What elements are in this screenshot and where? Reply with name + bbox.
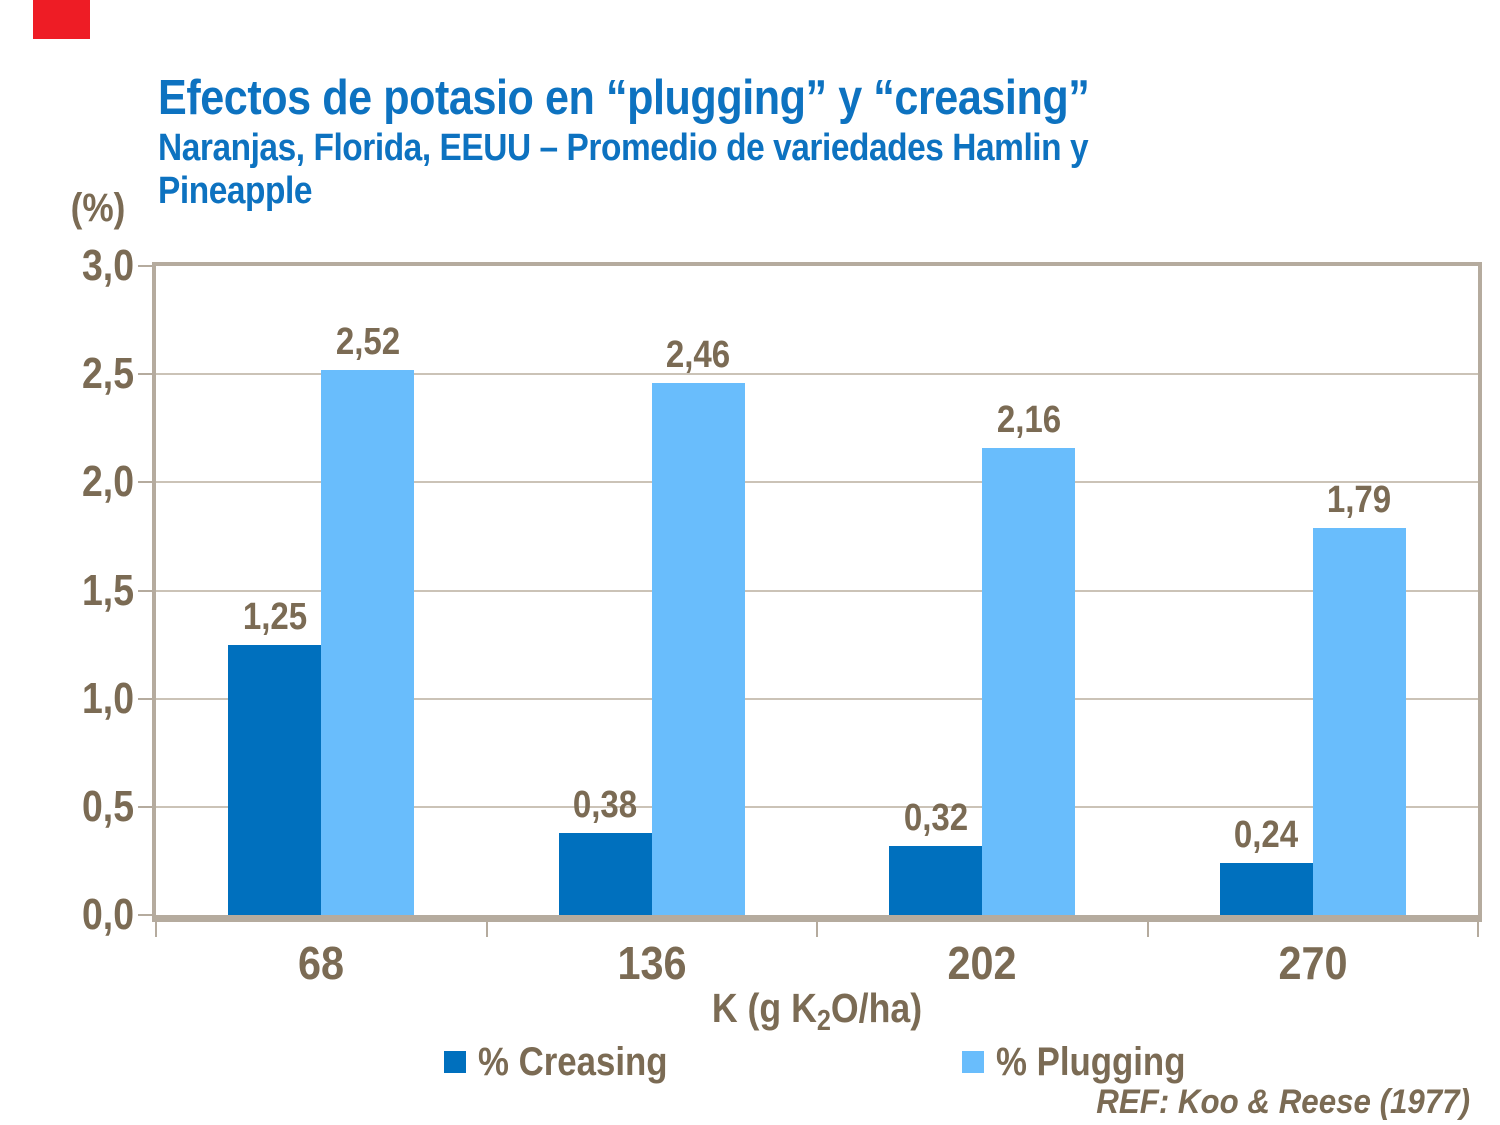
value-label-creasing-136: 0,38 xyxy=(572,784,638,826)
plugging-legend-label: % Plugging xyxy=(996,1040,1186,1084)
y-tick-1-5 xyxy=(138,590,155,592)
x-axis-title-suffix: O/ha) xyxy=(830,985,923,1031)
x-tick-3 xyxy=(1147,921,1149,937)
y-tick-label-0-5: 0,5 xyxy=(82,782,134,831)
value-label-creasing-68: 1,25 xyxy=(242,596,308,638)
legend-item-plugging: % Plugging xyxy=(962,1039,1214,1085)
value-label-plugging-270: 1,79 xyxy=(1326,479,1392,521)
legend-item-creasing: % Creasing xyxy=(444,1039,696,1085)
x-tick-label-136: 136 xyxy=(617,937,687,989)
chart-title: Efectos de potasio en “plugging” y “crea… xyxy=(158,71,1090,125)
x-tick-label-270: 270 xyxy=(1278,937,1348,989)
bar-plugging-270 xyxy=(1313,528,1406,915)
x-axis-title-prefix: K (g K xyxy=(711,985,817,1031)
bar-plugging-68 xyxy=(321,370,414,915)
y-tick-3-0 xyxy=(138,265,155,267)
value-label-plugging-136: 2,46 xyxy=(665,334,731,376)
gridline-2-0 xyxy=(156,481,1478,483)
y-tick-label-2-5: 2,5 xyxy=(82,349,134,398)
bar-plugging-202 xyxy=(982,448,1075,915)
x-axis-title-subscript: 2 xyxy=(816,1005,831,1037)
y-tick-0-0 xyxy=(138,914,155,916)
y-tick-2-5 xyxy=(138,373,155,375)
bar-creasing-136 xyxy=(559,833,652,915)
bar-creasing-202 xyxy=(889,846,982,915)
creasing-legend-swatch xyxy=(444,1051,466,1073)
plugging-legend-swatch xyxy=(962,1051,984,1073)
title-block: Efectos de potasio en “plugging” y “crea… xyxy=(158,70,1358,213)
x-tick-2 xyxy=(816,921,818,937)
gridline-1-5 xyxy=(156,590,1478,592)
y-axis-unit-label: (%) xyxy=(70,186,126,230)
x-tick-label-68: 68 xyxy=(297,937,345,989)
value-label-plugging-68: 2,52 xyxy=(335,321,401,363)
y-tick-label-0-0: 0,0 xyxy=(82,890,134,939)
value-label-creasing-202: 0,32 xyxy=(903,797,969,839)
x-tick-4 xyxy=(1477,921,1479,937)
chart-subtitle-line1: Naranjas, Florida, EEUU – Promedio de va… xyxy=(158,126,1089,169)
value-label-plugging-202: 2,16 xyxy=(996,399,1062,441)
bar-creasing-270 xyxy=(1220,863,1313,915)
creasing-legend-label: % Creasing xyxy=(478,1040,668,1084)
y-tick-2-0 xyxy=(138,481,155,483)
gridline-2-5 xyxy=(156,373,1478,375)
gridline-0-5 xyxy=(156,806,1478,808)
x-tick-0 xyxy=(155,921,157,937)
x-axis-title: K (g K2O/ha) xyxy=(513,984,1122,1045)
value-label-creasing-270: 0,24 xyxy=(1233,814,1299,856)
y-tick-label-3-0: 3,0 xyxy=(82,241,134,290)
y-tick-1-0 xyxy=(138,698,155,700)
reference-text: REF: Koo & Reese (1977) xyxy=(1096,1083,1470,1121)
x-tick-label-202: 202 xyxy=(947,937,1017,989)
chart-subtitle-line2: Pineapple xyxy=(158,169,312,212)
y-tick-label-2-0: 2,0 xyxy=(82,457,134,506)
y-tick-label-1-5: 1,5 xyxy=(82,566,134,615)
y-tick-0-5 xyxy=(138,806,155,808)
y-tick-label-1-0: 1,0 xyxy=(82,674,134,723)
x-tick-1 xyxy=(486,921,488,937)
corner-red-block xyxy=(33,0,90,39)
bar-creasing-68 xyxy=(228,645,321,915)
gridline-1-0 xyxy=(156,698,1478,700)
bar-plugging-136 xyxy=(652,383,745,915)
